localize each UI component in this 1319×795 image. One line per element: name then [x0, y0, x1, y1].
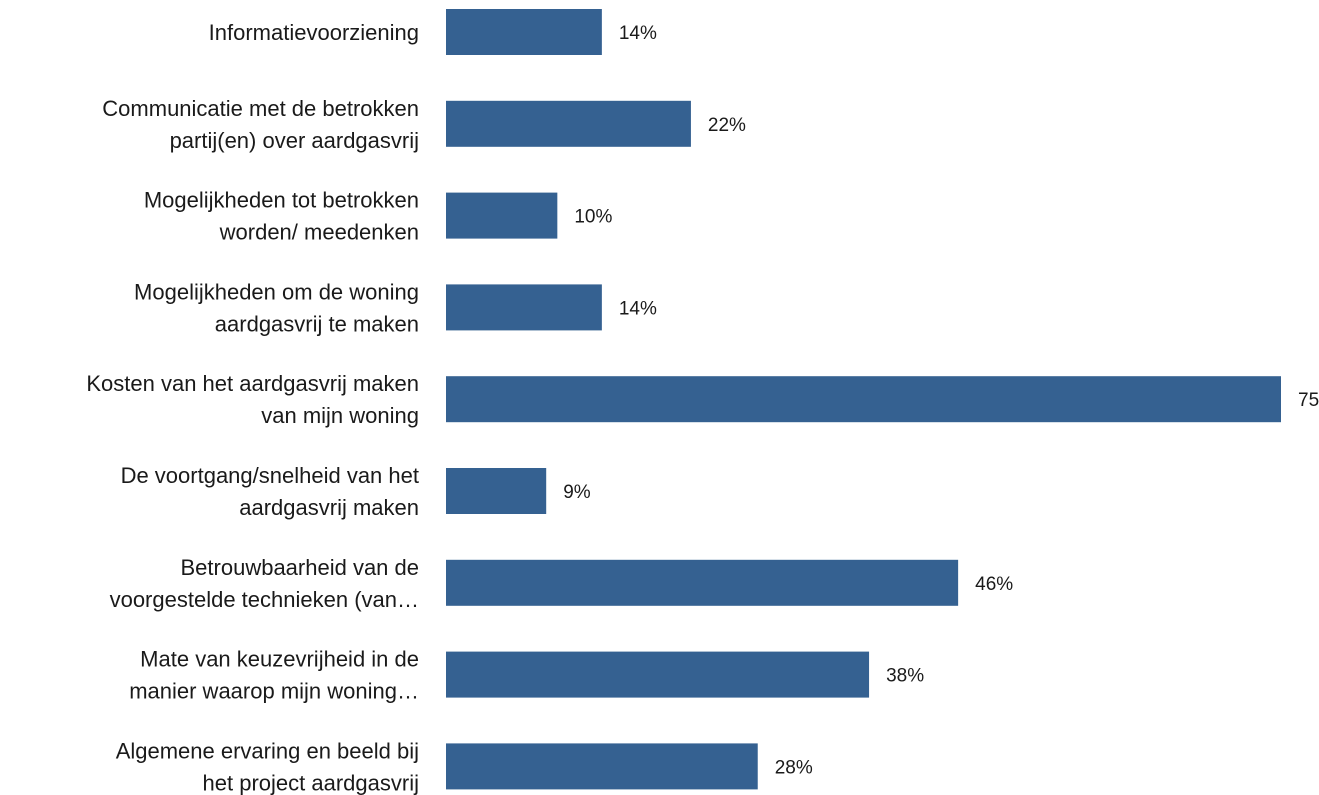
- bar-7: [446, 651, 870, 698]
- data-label-6: 46%: [975, 574, 1013, 595]
- bar-0: [446, 9, 602, 55]
- data-label-1: 22%: [708, 115, 746, 136]
- category-label-8-line-1: het project aardgasvrij: [203, 770, 419, 795]
- bar-5: [446, 468, 547, 514]
- category-label-1-line-1: partij(en) over aardgasvrij: [170, 128, 419, 153]
- category-label-6-line-1: voorgestelde technieken (van…: [110, 587, 419, 612]
- data-label-3: 14%: [619, 298, 657, 319]
- category-label-7-line-1: manier waarop mijn woning…: [129, 679, 419, 704]
- bar-3: [446, 284, 602, 331]
- category-label-4-line-0: Kosten van het aardgasvrij maken: [86, 371, 419, 396]
- data-label-2: 10%: [574, 207, 612, 228]
- category-label-3-line-0: Mogelijkheden om de woning: [134, 279, 419, 304]
- category-label-1-line-0: Communicatie met de betrokken: [102, 96, 419, 121]
- bar-6: [446, 559, 959, 606]
- bar-1: [446, 100, 691, 147]
- category-label-6-line-0: Betrouwbaarheid van de: [181, 555, 420, 580]
- bar-8: [446, 743, 758, 790]
- data-label-7: 38%: [886, 666, 924, 687]
- bar-4: [446, 376, 1281, 423]
- category-label-4-line-1: van mijn woning: [261, 403, 419, 428]
- data-label-8: 28%: [775, 757, 813, 778]
- category-label-2-line-0: Mogelijkheden tot betrokken: [144, 188, 419, 213]
- category-label-7-line-0: Mate van keuzevrijheid in de: [140, 647, 419, 672]
- category-label-2-line-1: worden/ meedenken: [219, 220, 419, 245]
- category-label-8-line-0: Algemene ervaring en beeld bij: [116, 738, 419, 763]
- category-label-3-line-1: aardgasvrij te maken: [215, 311, 419, 336]
- data-label-0: 14%: [619, 23, 657, 44]
- category-label-5-line-0: De voortgang/snelheid van het: [121, 463, 419, 488]
- category-label-5-line-1: aardgasvrij maken: [239, 495, 419, 520]
- data-label-5: 9%: [563, 482, 591, 503]
- category-label-0: Informatievoorziening: [209, 20, 419, 45]
- data-label-4: 75%: [1298, 390, 1319, 411]
- bar-2: [446, 192, 558, 239]
